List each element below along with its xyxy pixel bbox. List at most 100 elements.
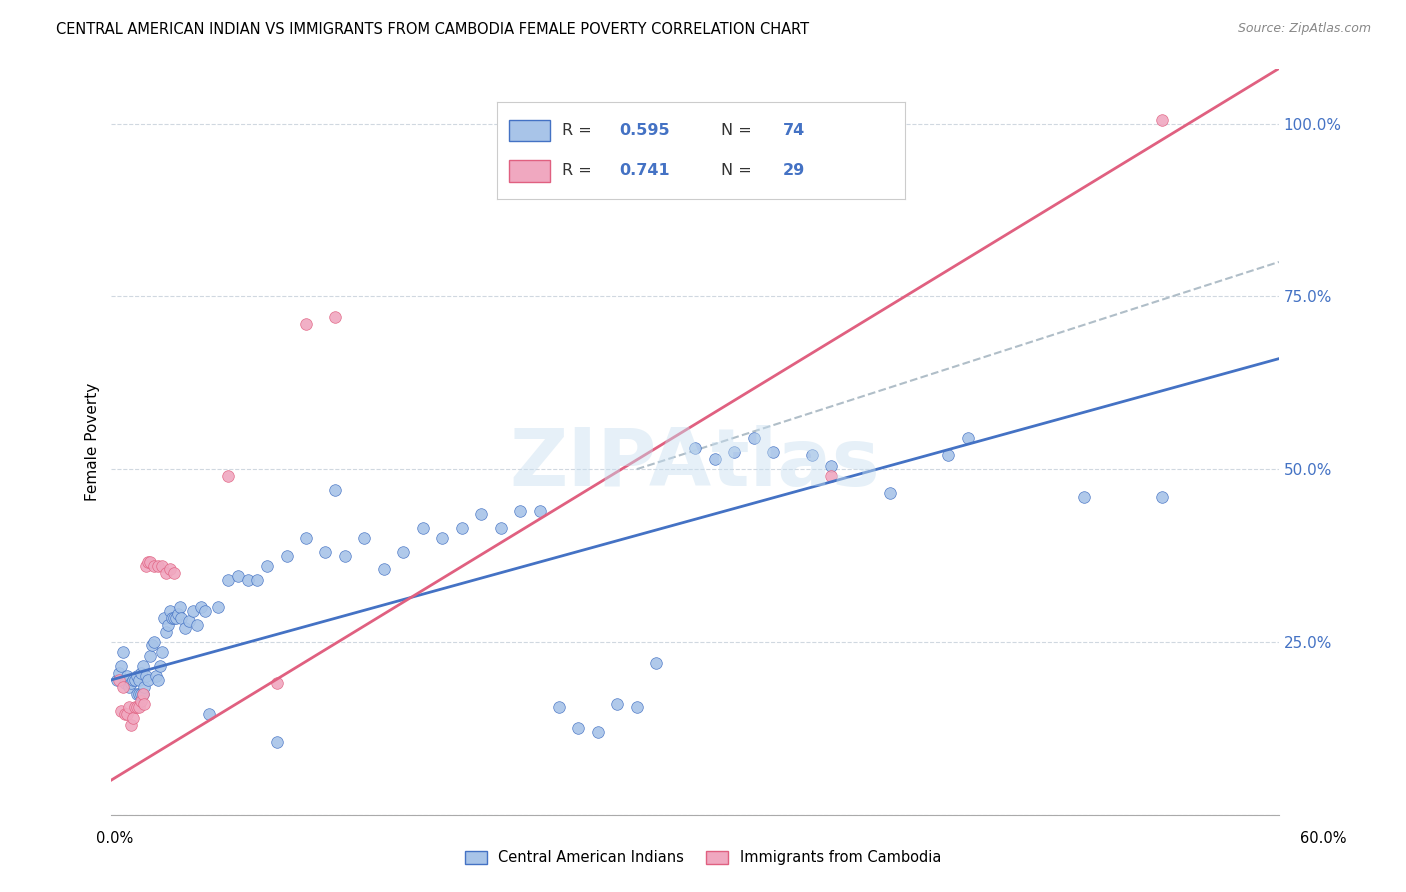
Point [125,669,148,683]
Text: 0.0%: 0.0% [96,831,132,846]
Point [266,676,288,690]
Point [129,687,152,701]
Text: ZIPAtlas: ZIPAtlas [510,425,880,503]
Point [246,573,269,587]
Point [134,680,156,694]
Point [124,673,146,687]
Point [197,707,219,722]
Point [128,673,150,687]
Point [645,656,668,670]
Point [820,469,842,483]
Legend: Central American Indians, Immigrants from Cambodia: Central American Indians, Immigrants fro… [460,845,946,871]
Point [163,610,186,624]
Point [129,693,152,707]
Point [626,700,648,714]
Point [143,635,166,649]
Point [120,676,142,690]
Point [174,621,197,635]
Point [509,503,531,517]
Point [121,673,143,687]
Point [548,700,571,714]
Point [156,617,179,632]
Point [596,145,619,159]
Point [131,687,153,701]
Point [160,610,183,624]
Point [217,573,239,587]
Point [586,724,609,739]
Point [333,549,356,563]
Point [150,558,173,573]
Point [141,638,163,652]
Point [742,431,765,445]
Point [115,707,138,722]
Point [489,521,512,535]
Point [723,445,745,459]
Y-axis label: Female Poverty: Female Poverty [86,383,100,500]
Point [150,645,173,659]
Point [149,659,172,673]
Point [226,569,249,583]
Text: CENTRAL AMERICAN INDIAN VS IMMIGRANTS FROM CAMBODIA FEMALE POVERTY CORRELATION C: CENTRAL AMERICAN INDIAN VS IMMIGRANTS FR… [56,22,810,37]
Point [159,562,181,576]
Point [323,310,346,325]
Point [450,521,472,535]
Point [135,669,157,683]
Point [236,573,259,587]
Point [800,448,823,462]
Point [170,610,193,624]
Point [412,521,434,535]
Point [112,680,135,694]
Point [567,145,589,159]
Point [134,697,156,711]
Point [124,700,146,714]
Text: Source: ZipAtlas.com: Source: ZipAtlas.com [1237,22,1371,36]
Point [186,617,208,632]
Point [266,735,288,749]
Point [108,665,131,680]
Point [138,673,160,687]
Point [567,721,589,735]
Point [118,680,141,694]
Point [105,673,128,687]
Point [155,566,177,580]
Point [121,711,143,725]
Point [143,558,166,573]
Point [129,665,152,680]
Point [166,607,188,622]
Point [956,431,979,445]
Point [169,600,191,615]
Point [194,604,217,618]
Point [179,614,201,628]
Point [1073,490,1095,504]
Point [323,483,346,497]
Point [879,486,901,500]
Point [217,469,239,483]
Point [703,451,725,466]
Point [1152,490,1174,504]
Point [529,503,551,517]
Point [120,718,142,732]
Point [159,604,181,618]
Point [295,317,318,331]
Point [314,545,336,559]
Point [256,558,278,573]
Point [128,700,150,714]
Point [295,531,318,545]
Point [114,707,136,722]
Point [125,687,148,701]
Point [936,448,959,462]
Point [683,442,706,456]
Point [1152,113,1174,128]
Point [207,600,229,615]
Point [762,445,785,459]
Point [138,556,160,570]
Point [139,648,162,663]
Point [131,659,153,673]
Point [470,507,492,521]
Point [110,704,132,718]
Point [125,700,148,714]
Point [135,558,157,573]
Point [110,659,132,673]
Point [139,556,162,570]
Point [146,673,169,687]
